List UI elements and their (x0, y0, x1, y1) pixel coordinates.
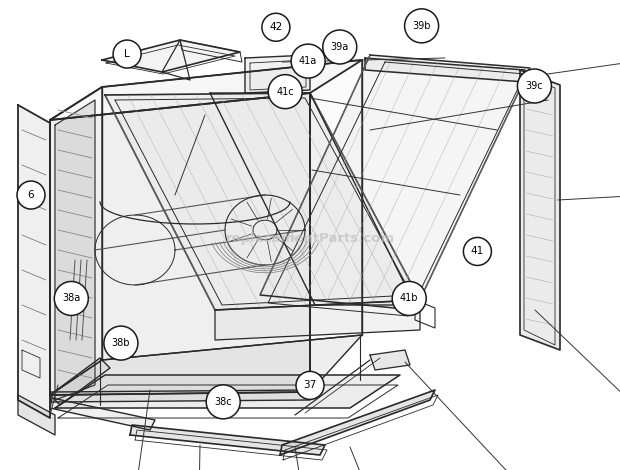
Polygon shape (370, 350, 410, 370)
Circle shape (518, 69, 551, 103)
Polygon shape (102, 60, 362, 360)
Polygon shape (50, 335, 362, 395)
Circle shape (323, 30, 356, 64)
Circle shape (104, 326, 138, 360)
Text: 41: 41 (471, 246, 484, 257)
Polygon shape (105, 93, 420, 310)
Polygon shape (18, 395, 55, 435)
Text: 38a: 38a (62, 293, 81, 304)
Polygon shape (210, 93, 415, 305)
Text: 39a: 39a (330, 42, 349, 52)
Circle shape (463, 237, 492, 266)
Polygon shape (520, 70, 560, 350)
Circle shape (206, 385, 240, 419)
Text: 37: 37 (303, 380, 317, 391)
Circle shape (392, 282, 426, 315)
Polygon shape (130, 425, 325, 455)
Polygon shape (50, 93, 310, 395)
Polygon shape (55, 100, 95, 400)
Polygon shape (245, 55, 310, 93)
Polygon shape (50, 390, 310, 402)
Circle shape (17, 181, 45, 209)
Polygon shape (215, 300, 420, 340)
Polygon shape (365, 58, 525, 82)
Text: 41b: 41b (400, 293, 419, 304)
Text: 42: 42 (269, 22, 283, 32)
Text: 41a: 41a (299, 56, 317, 66)
Circle shape (268, 75, 302, 109)
Text: 39c: 39c (526, 81, 543, 91)
Text: 38b: 38b (112, 338, 130, 348)
Text: 6: 6 (28, 190, 34, 200)
Polygon shape (50, 398, 155, 430)
Polygon shape (18, 105, 50, 418)
Text: 41c: 41c (277, 86, 294, 97)
Text: 39b: 39b (412, 21, 431, 31)
Polygon shape (55, 375, 400, 408)
Circle shape (296, 371, 324, 400)
Text: replacementParts.com: replacementParts.com (226, 232, 394, 244)
Circle shape (55, 282, 88, 315)
Polygon shape (50, 358, 110, 405)
Circle shape (405, 9, 438, 43)
Polygon shape (260, 55, 530, 310)
Polygon shape (102, 40, 240, 72)
Text: L: L (124, 49, 130, 59)
Polygon shape (280, 390, 435, 455)
Circle shape (262, 13, 290, 41)
Text: 38c: 38c (215, 397, 232, 407)
Polygon shape (50, 60, 362, 120)
Circle shape (113, 40, 141, 68)
Circle shape (291, 44, 325, 78)
